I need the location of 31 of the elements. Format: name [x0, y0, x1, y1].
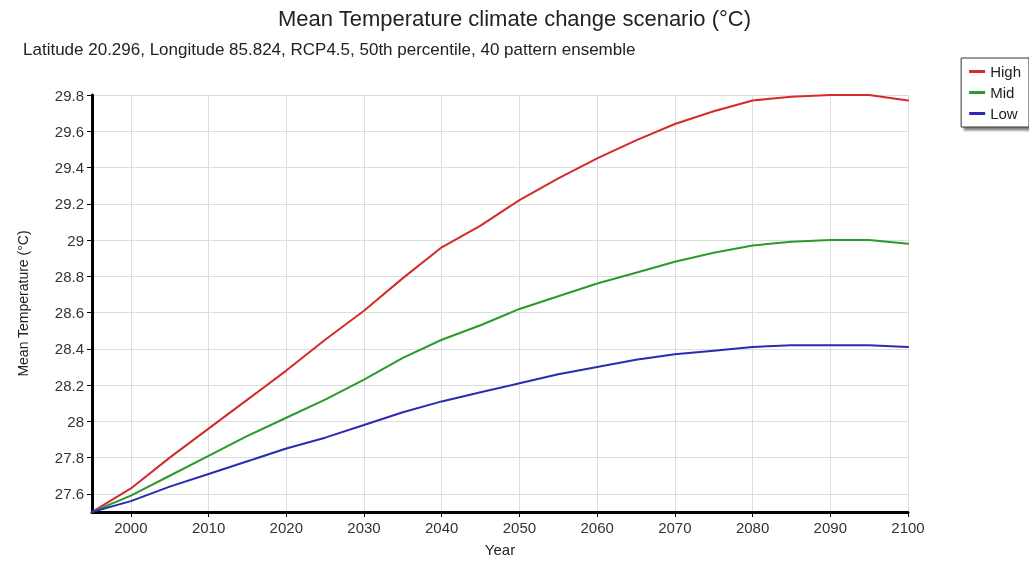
y-tick-label: 28.8: [54, 267, 84, 285]
y-tick-label: 28.6: [54, 304, 84, 322]
x-tick-label: 2080: [735, 519, 770, 536]
x-tick-label: 2040: [425, 519, 459, 536]
x-tick-label: 2100: [891, 519, 925, 536]
x-tick-label: 2070: [658, 519, 692, 536]
y-tick-label: 29.2: [54, 195, 84, 213]
chart-subtitle: Latitude 20.296, Longitude 85.824, RCP4.5, 50th percentile, 40 pattern ensemble: [23, 40, 636, 59]
x-tick-label: 2050: [502, 519, 537, 536]
line-series: [91, 94, 909, 513]
x-tick-label: 2030: [347, 519, 381, 536]
y-axis-title: Mean Temperature (°C): [15, 230, 31, 377]
x-axis-title: Year: [484, 541, 516, 558]
legend-label: High: [990, 63, 1022, 80]
x-tick-label: 2010: [191, 519, 226, 536]
x-tick-label: 2060: [580, 519, 614, 536]
y-tick-label: 27.6: [54, 485, 84, 503]
y-tick-label: 29.4: [54, 159, 84, 177]
x-tick-label: 2090: [813, 519, 847, 536]
y-tick-label: 29: [67, 231, 84, 249]
y-tick-label: 29.8: [54, 86, 84, 104]
x-tick-label: 2020: [269, 519, 303, 536]
y-tick-label: 27.8: [54, 449, 84, 467]
legend-label: Mid: [990, 84, 1015, 101]
y-tick-label: 29.6: [54, 122, 84, 140]
x-tick-label: 2000: [114, 519, 148, 536]
chart-title: Mean Temperature climate change scenario (°C): [277, 5, 752, 31]
y-tick-label: 28: [67, 412, 84, 430]
legend-label: Low: [990, 105, 1018, 122]
y-tick-label: 28.4: [54, 340, 84, 358]
y-tick-label: 28.2: [54, 376, 84, 394]
